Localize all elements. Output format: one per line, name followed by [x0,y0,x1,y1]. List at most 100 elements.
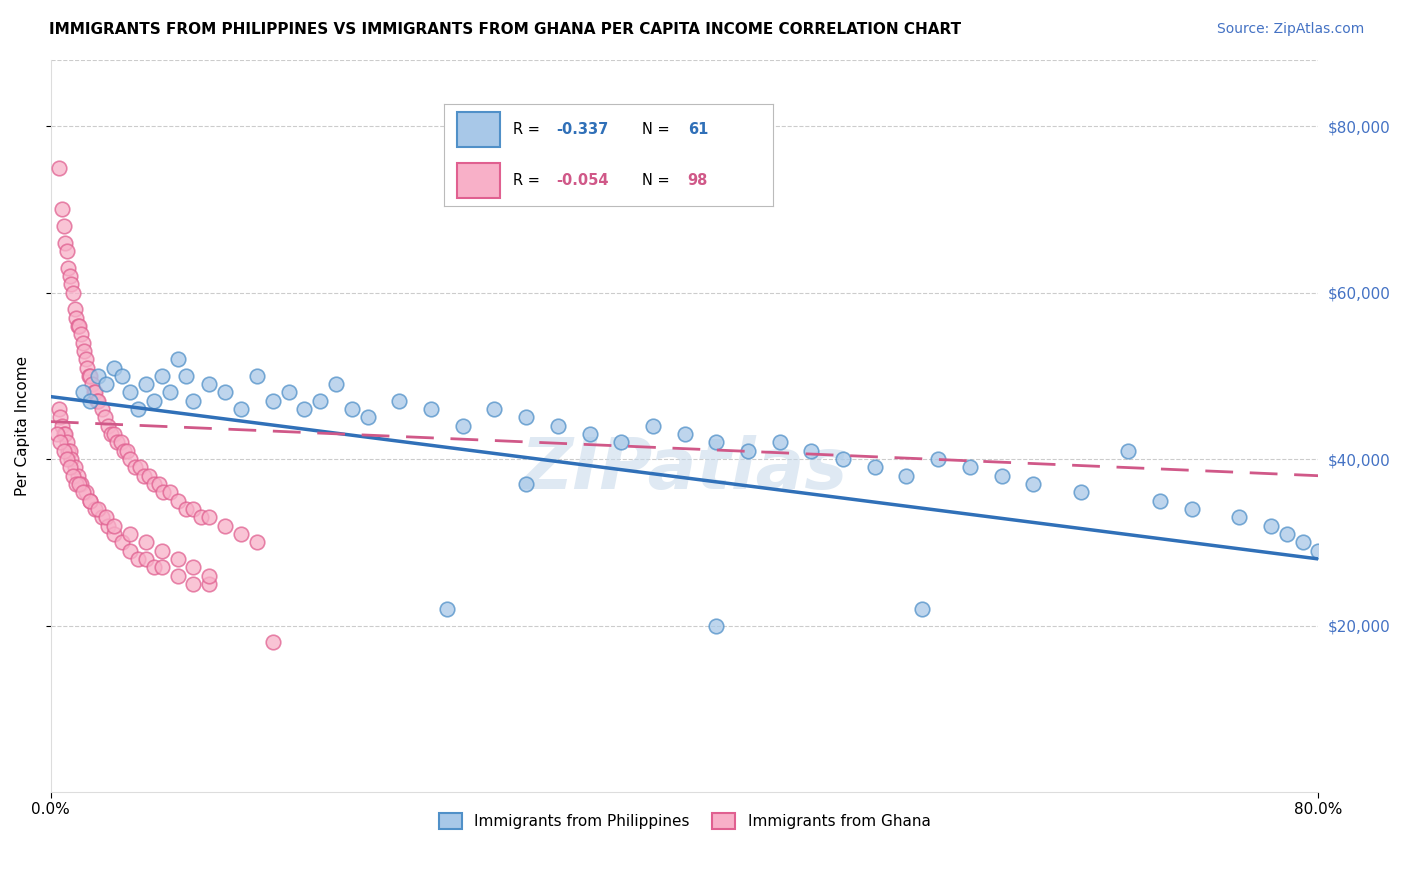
Point [183,577,205,591]
Point [198,510,221,524]
Point [229,527,252,541]
Point [90,510,112,524]
Point [55,452,77,467]
Point [72,335,94,350]
Point [357,410,380,425]
Point [214,518,236,533]
Text: ZIPatlas: ZIPatlas [522,435,848,504]
Point [103,518,125,533]
Point [174,368,197,383]
Point [515,477,537,491]
Point [55,244,77,258]
Point [152,485,174,500]
Point [1116,443,1139,458]
Point [124,460,146,475]
Point [96,377,118,392]
Point [72,485,94,500]
Point [79,493,101,508]
Point [547,418,569,433]
Point [53,427,76,442]
Point [63,302,86,317]
Point [135,552,157,566]
Point [87,502,110,516]
Point [111,368,134,383]
Point [52,219,75,233]
Point [70,327,93,342]
Point [183,560,205,574]
Point [60,277,83,292]
Point [190,510,212,524]
Point [100,427,122,442]
Point [103,527,125,541]
Point [246,368,269,383]
Point [198,577,221,591]
Point [111,535,134,549]
Point [97,418,120,433]
Point [150,560,173,574]
Point [66,468,89,483]
Point [63,460,86,475]
Point [103,360,125,375]
Point [53,235,76,250]
Point [610,435,633,450]
Point [1149,493,1171,508]
Point [59,460,82,475]
Point [515,410,537,425]
Point [49,435,72,450]
Point [105,435,128,450]
Point [262,635,284,649]
Point [48,402,70,417]
Point [83,385,105,400]
Point [79,393,101,408]
Point [309,393,332,408]
Point [73,343,96,358]
Point [704,435,727,450]
Point [49,410,72,425]
Point [76,360,98,375]
Point [1308,543,1330,558]
Point [127,402,149,417]
Point [62,285,84,300]
Point [80,377,103,392]
Point [1181,502,1204,516]
Point [388,393,411,408]
Point [927,452,949,467]
Point [420,402,443,417]
Point [138,468,160,483]
Point [65,477,87,491]
Point [70,477,93,491]
Point [246,535,269,549]
Point [135,377,157,392]
Point [198,377,221,392]
Point [110,435,132,450]
Point [214,385,236,400]
Point [959,460,981,475]
Point [1260,518,1282,533]
Point [120,527,142,541]
Point [150,543,173,558]
Point [120,543,142,558]
Point [84,385,107,400]
Point [292,402,315,417]
Point [198,568,221,582]
Point [1022,477,1045,491]
Point [59,268,82,283]
Point [93,410,115,425]
Point [115,443,138,458]
Point [911,602,934,616]
Point [52,443,75,458]
Point [896,468,918,483]
Point [142,560,165,574]
Point [79,368,101,383]
Point [87,393,110,408]
Point [863,460,886,475]
Point [60,452,83,467]
Point [65,310,87,325]
Point [1275,527,1298,541]
Point [174,502,197,516]
Point [769,435,792,450]
Point [159,385,181,400]
Point [1291,535,1313,549]
Point [800,443,823,458]
Point [142,393,165,408]
